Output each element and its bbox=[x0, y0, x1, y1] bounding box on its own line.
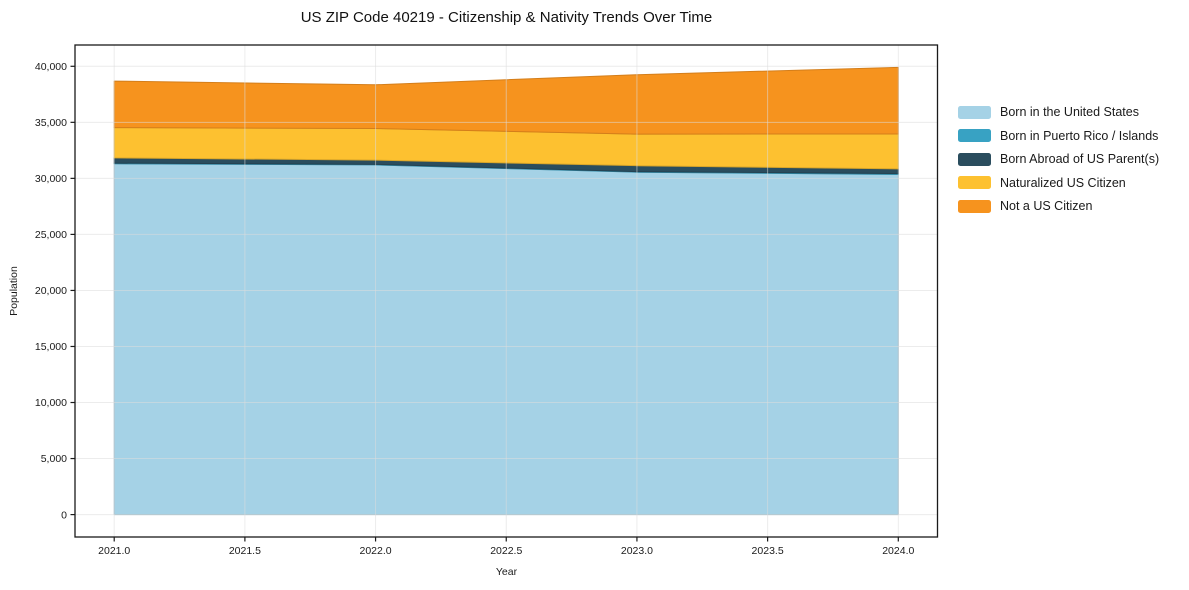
legend-item-born-abroad-of-us-parent-s: Born Abroad of US Parent(s) bbox=[958, 152, 1159, 166]
x-tick-label: 2021.5 bbox=[229, 545, 261, 557]
y-tick-label: 25,000 bbox=[35, 229, 67, 241]
y-tick-label: 15,000 bbox=[35, 341, 67, 353]
legend-label: Naturalized US Citizen bbox=[1000, 175, 1126, 190]
legend: Born in the United States Born in Puerto … bbox=[958, 105, 1159, 213]
legend-label: Not a US Citizen bbox=[1000, 199, 1093, 213]
legend-item-born-in-the-united-states: Born in the United States bbox=[958, 105, 1159, 119]
legend-swatch-icon bbox=[958, 152, 991, 166]
legend-label: Born in Puerto Rico / Islands bbox=[1000, 128, 1159, 143]
chart-title: US ZIP Code 40219 - Citizenship & Nativi… bbox=[300, 9, 713, 26]
y-tick-label: 30,000 bbox=[35, 173, 67, 185]
legend-swatch-icon bbox=[958, 105, 991, 119]
x-tick-label: 2023.0 bbox=[621, 545, 653, 557]
x-axis-label: Year bbox=[495, 566, 518, 578]
y-tick-label: 20,000 bbox=[35, 285, 67, 297]
y-tick-label: 0 bbox=[61, 509, 67, 521]
y-tick-label: 10,000 bbox=[35, 397, 67, 409]
legend-swatch-icon bbox=[958, 199, 991, 213]
y-tick-label: 35,000 bbox=[35, 117, 67, 129]
x-tick-label: 2024.0 bbox=[882, 545, 914, 557]
legend-label: Born in the United States bbox=[1000, 105, 1139, 119]
x-tick-label: 2022.0 bbox=[360, 545, 392, 557]
y-tick-label: 40,000 bbox=[35, 61, 67, 73]
x-tick-label: 2023.5 bbox=[752, 545, 784, 557]
legend-swatch-icon bbox=[958, 129, 991, 142]
legend-item-naturalized-us-citizen: Naturalized US Citizen bbox=[958, 176, 1159, 190]
y-tick-label: 5,000 bbox=[41, 453, 67, 465]
legend-label: Born Abroad of US Parent(s) bbox=[1000, 152, 1160, 166]
x-tick-label: 2021.0 bbox=[98, 545, 130, 557]
legend-item-not-a-us-citizen: Not a US Citizen bbox=[958, 199, 1159, 213]
legend-item-born-in-puerto-rico-islands: Born in Puerto Rico / Islands bbox=[958, 129, 1159, 143]
legend-swatch-icon bbox=[958, 176, 991, 189]
x-tick-label: 2022.5 bbox=[490, 545, 522, 557]
